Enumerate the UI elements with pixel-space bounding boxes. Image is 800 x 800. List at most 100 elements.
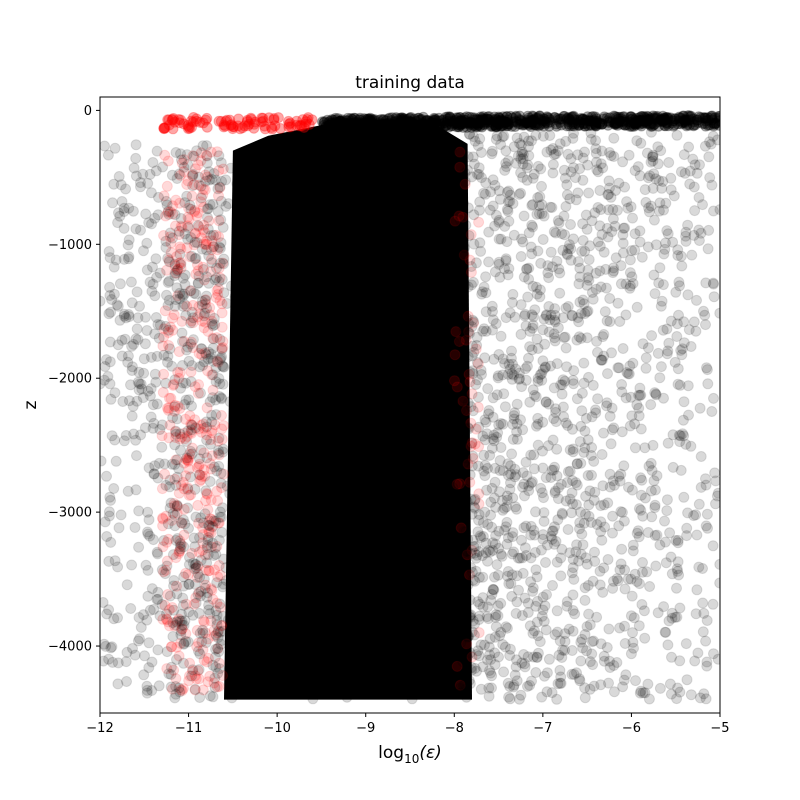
red-point [196, 426, 207, 438]
black-point [470, 552, 482, 564]
black-point [454, 119, 466, 131]
black-point [489, 631, 501, 643]
black-point [439, 555, 451, 566]
red-point [225, 120, 237, 131]
black-point [683, 141, 695, 153]
black-point [179, 288, 190, 300]
red-point [169, 405, 180, 417]
black-point [202, 532, 214, 543]
black-point [508, 546, 520, 558]
red-point [167, 123, 179, 135]
black-point [531, 652, 543, 663]
black-point [617, 247, 629, 259]
black-point [660, 557, 672, 569]
black-point [229, 362, 241, 374]
black-point [591, 335, 603, 347]
black-point [143, 662, 155, 674]
black-point [266, 240, 278, 252]
red-point [473, 498, 485, 510]
red-point [199, 169, 211, 181]
red-point [204, 513, 216, 525]
y-tick-label: −3000 [48, 506, 92, 521]
black-point [604, 293, 616, 304]
black-point [297, 164, 308, 176]
black-point [650, 388, 662, 400]
black-point [560, 342, 572, 354]
black-point [408, 652, 419, 664]
red-point [213, 517, 225, 529]
black-point [156, 419, 168, 431]
red-point [189, 684, 201, 696]
black-point [434, 379, 446, 391]
black-point [339, 310, 351, 322]
black-point [635, 489, 647, 501]
red-point [178, 166, 190, 177]
black-point [652, 141, 664, 153]
red-point [182, 123, 194, 135]
black-point [297, 540, 309, 552]
black-point [590, 135, 602, 147]
red-point [167, 114, 178, 126]
red-point [170, 673, 182, 685]
red-point [167, 379, 179, 391]
black-point [194, 648, 206, 660]
black-point [539, 600, 551, 612]
red-point [194, 458, 205, 470]
black-point [485, 667, 497, 679]
black-point [615, 260, 627, 272]
black-point [534, 291, 546, 303]
red-point [450, 326, 462, 338]
black-point [179, 228, 191, 240]
black-point [215, 237, 227, 249]
black-point [537, 462, 549, 474]
black-point [262, 276, 274, 288]
red-point [163, 340, 175, 351]
black-point [146, 583, 158, 595]
black-point [225, 280, 237, 292]
black-point [497, 131, 508, 143]
black-point [501, 186, 513, 198]
x-tick-label: −9 [356, 721, 375, 736]
black-point [112, 678, 124, 690]
black-point [625, 648, 637, 660]
black-point [459, 679, 471, 691]
black-point [211, 577, 223, 589]
black-point [576, 245, 588, 257]
black-point [387, 279, 399, 291]
black-point [551, 255, 563, 267]
black-point [192, 220, 204, 231]
black-point [601, 397, 613, 409]
black-point [106, 430, 118, 442]
black-point [213, 447, 224, 459]
black-point [629, 244, 641, 256]
red-point [186, 315, 198, 327]
black-point [362, 637, 374, 649]
red-point [457, 395, 469, 407]
black-point [395, 335, 407, 347]
black-point [588, 680, 600, 692]
red-point [210, 229, 222, 241]
red-point [202, 365, 214, 377]
black-point [144, 168, 156, 180]
red-point [206, 514, 218, 525]
black-point [114, 314, 126, 326]
black-point [686, 249, 698, 261]
black-point [424, 664, 436, 675]
black-point [559, 635, 571, 647]
black-point [250, 166, 262, 178]
black-point [319, 351, 331, 362]
black-point [594, 579, 606, 591]
black-point [609, 220, 621, 232]
black-point [333, 116, 345, 128]
black-point [571, 479, 583, 491]
black-point [473, 421, 485, 433]
black-point [571, 334, 583, 346]
black-point [517, 552, 528, 564]
red-point [463, 368, 475, 380]
black-point [164, 481, 176, 493]
black-point [630, 675, 641, 687]
black-point [635, 504, 647, 516]
black-point [210, 643, 222, 655]
black-point [504, 483, 516, 495]
red-point [169, 473, 181, 485]
